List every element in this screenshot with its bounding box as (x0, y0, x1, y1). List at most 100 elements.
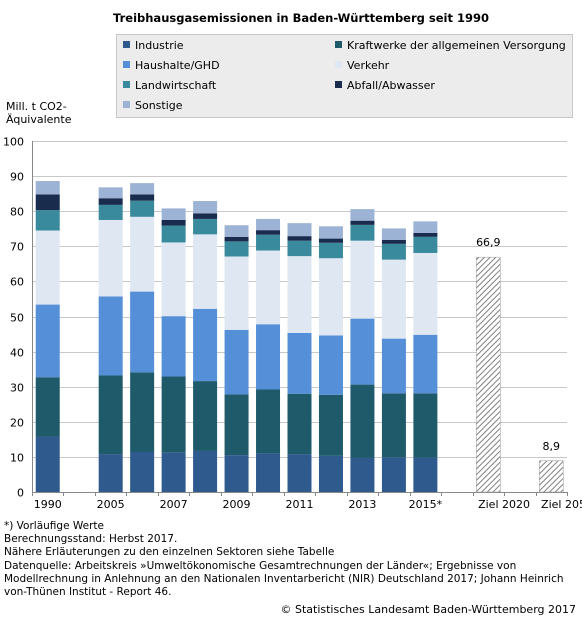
bar-segment (35, 194, 60, 211)
bar-segment (350, 318, 375, 385)
target-bar (539, 460, 564, 493)
legend-label: Haushalte/GHD (135, 59, 220, 72)
y-tick-label: 60 (10, 276, 24, 289)
bar-segment (350, 240, 375, 319)
bar-segment (130, 291, 155, 373)
bar-segment (130, 200, 155, 217)
bar-segment (193, 218, 218, 235)
bar-segment (381, 338, 406, 394)
bar-segment (256, 218, 281, 231)
x-tick-label: 2007 (160, 498, 188, 511)
legend-swatch (123, 41, 130, 48)
bar-segment (256, 234, 281, 251)
bar-segment (413, 334, 438, 394)
bar-segment (413, 236, 438, 253)
bar-segment (256, 389, 281, 454)
bar-segment (413, 221, 438, 233)
bar-segment (224, 256, 249, 330)
data-label: 8,9 (543, 440, 561, 453)
bar-segment (318, 394, 343, 456)
y-tick-label: 20 (10, 417, 24, 430)
chart-legend: Industrie Kraftwerke der allgemeinen Ver… (116, 34, 573, 118)
legend-item-kraftwerke: Kraftwerke der allgemeinen Versorgung (335, 36, 566, 56)
bar-segment (287, 240, 312, 257)
bar-segment (256, 453, 281, 492)
y-tick-label: 10 (10, 452, 24, 465)
bar-segment (130, 451, 155, 492)
footnote: *) Vorläufige Werte (4, 520, 104, 532)
bar-segment (224, 329, 249, 395)
bar-segment (413, 232, 438, 237)
legend-swatch (335, 61, 342, 68)
bar-segment (350, 224, 375, 241)
bar-segment (98, 454, 123, 492)
x-tick-label: 1990 (34, 498, 62, 511)
bar-segment (413, 457, 438, 492)
bar-segment (224, 455, 249, 492)
y-tick-label: 30 (10, 382, 24, 395)
footnote: Datenquelle: Arbeitskreis »Umweltökonomi… (4, 559, 567, 599)
legend-item-sonstige: Sonstige (123, 96, 183, 116)
bar-segment (193, 450, 218, 492)
bar-segment (287, 223, 312, 237)
bar-segment (381, 259, 406, 339)
bar-segment (224, 394, 249, 456)
bar-segment (161, 376, 186, 453)
bar-segment (381, 228, 406, 240)
x-tick-label: Ziel 2020 (478, 498, 530, 511)
legend-label: Landwirtschaft (135, 79, 217, 92)
bar-segment (224, 225, 249, 237)
bar-segment (350, 384, 375, 458)
legend-label: Verkehr (347, 59, 390, 72)
bar-segment (224, 241, 249, 257)
y-tick-label: 50 (10, 312, 24, 325)
bar-segment (256, 250, 281, 325)
bar-segment (318, 258, 343, 336)
legend-label: Industrie (135, 39, 184, 52)
legend-label: Abfall/Abwasser (347, 79, 435, 92)
x-tick-label: 2009 (223, 498, 251, 511)
legend-swatch (335, 41, 342, 48)
bar-segment (161, 242, 186, 317)
bar-segment (287, 236, 312, 241)
legend-swatch (335, 81, 342, 88)
footnotes: *) Vorläufige Werte Berechnungsstand: He… (4, 520, 576, 599)
bar-segment (161, 316, 186, 377)
legend-item-abfall: Abfall/Abwasser (335, 76, 435, 96)
chart-plot-area: 0 10 20 30 40 50 60 70 80 90 100 66,9 8,9 1990 2005 200… (3, 136, 582, 512)
legend-swatch (123, 101, 130, 108)
bar-segment (98, 187, 123, 199)
legend-item-haushalte: Haushalte/GHD (123, 56, 220, 76)
legend-item-landwirtschaft: Landwirtschaft (123, 76, 216, 96)
legend-item-industrie: Industrie (123, 36, 184, 56)
bar-segment (287, 393, 312, 455)
bar-segment (381, 243, 406, 260)
x-tick-label: 2013 (348, 498, 376, 511)
footnote: Berechnungsstand: Herbst 2017. (4, 533, 178, 546)
bar-segment (413, 393, 438, 458)
bar-segment (35, 436, 60, 492)
bar-segment (287, 332, 312, 394)
bar-segment (98, 296, 123, 376)
bar-segment (130, 216, 155, 292)
bar-segment (161, 219, 186, 226)
x-tick-label: Ziel 2050 (541, 498, 582, 511)
bar-segment (413, 252, 438, 335)
bar-segment (130, 194, 155, 201)
bar-segment (35, 181, 60, 195)
footnote: Nähere Erläuterungen zu den einzelnen Se… (4, 546, 335, 559)
y-tick-label: 40 (10, 347, 24, 360)
y-tick-label: 70 (10, 241, 24, 254)
bar-segment (318, 238, 343, 243)
bar-segment (98, 219, 123, 297)
legend-swatch (123, 81, 130, 88)
bar-segment (35, 230, 60, 305)
bar-segment (224, 236, 249, 242)
bar-segment (193, 201, 218, 214)
bar-segment (318, 242, 343, 259)
y-tick-label: 90 (10, 171, 24, 184)
y-tick-label: 100 (3, 136, 24, 149)
bar-segment (35, 377, 60, 437)
y-axis-label: Mill. t CO2- Äquivalente (6, 100, 72, 126)
bar-segment (130, 183, 155, 195)
